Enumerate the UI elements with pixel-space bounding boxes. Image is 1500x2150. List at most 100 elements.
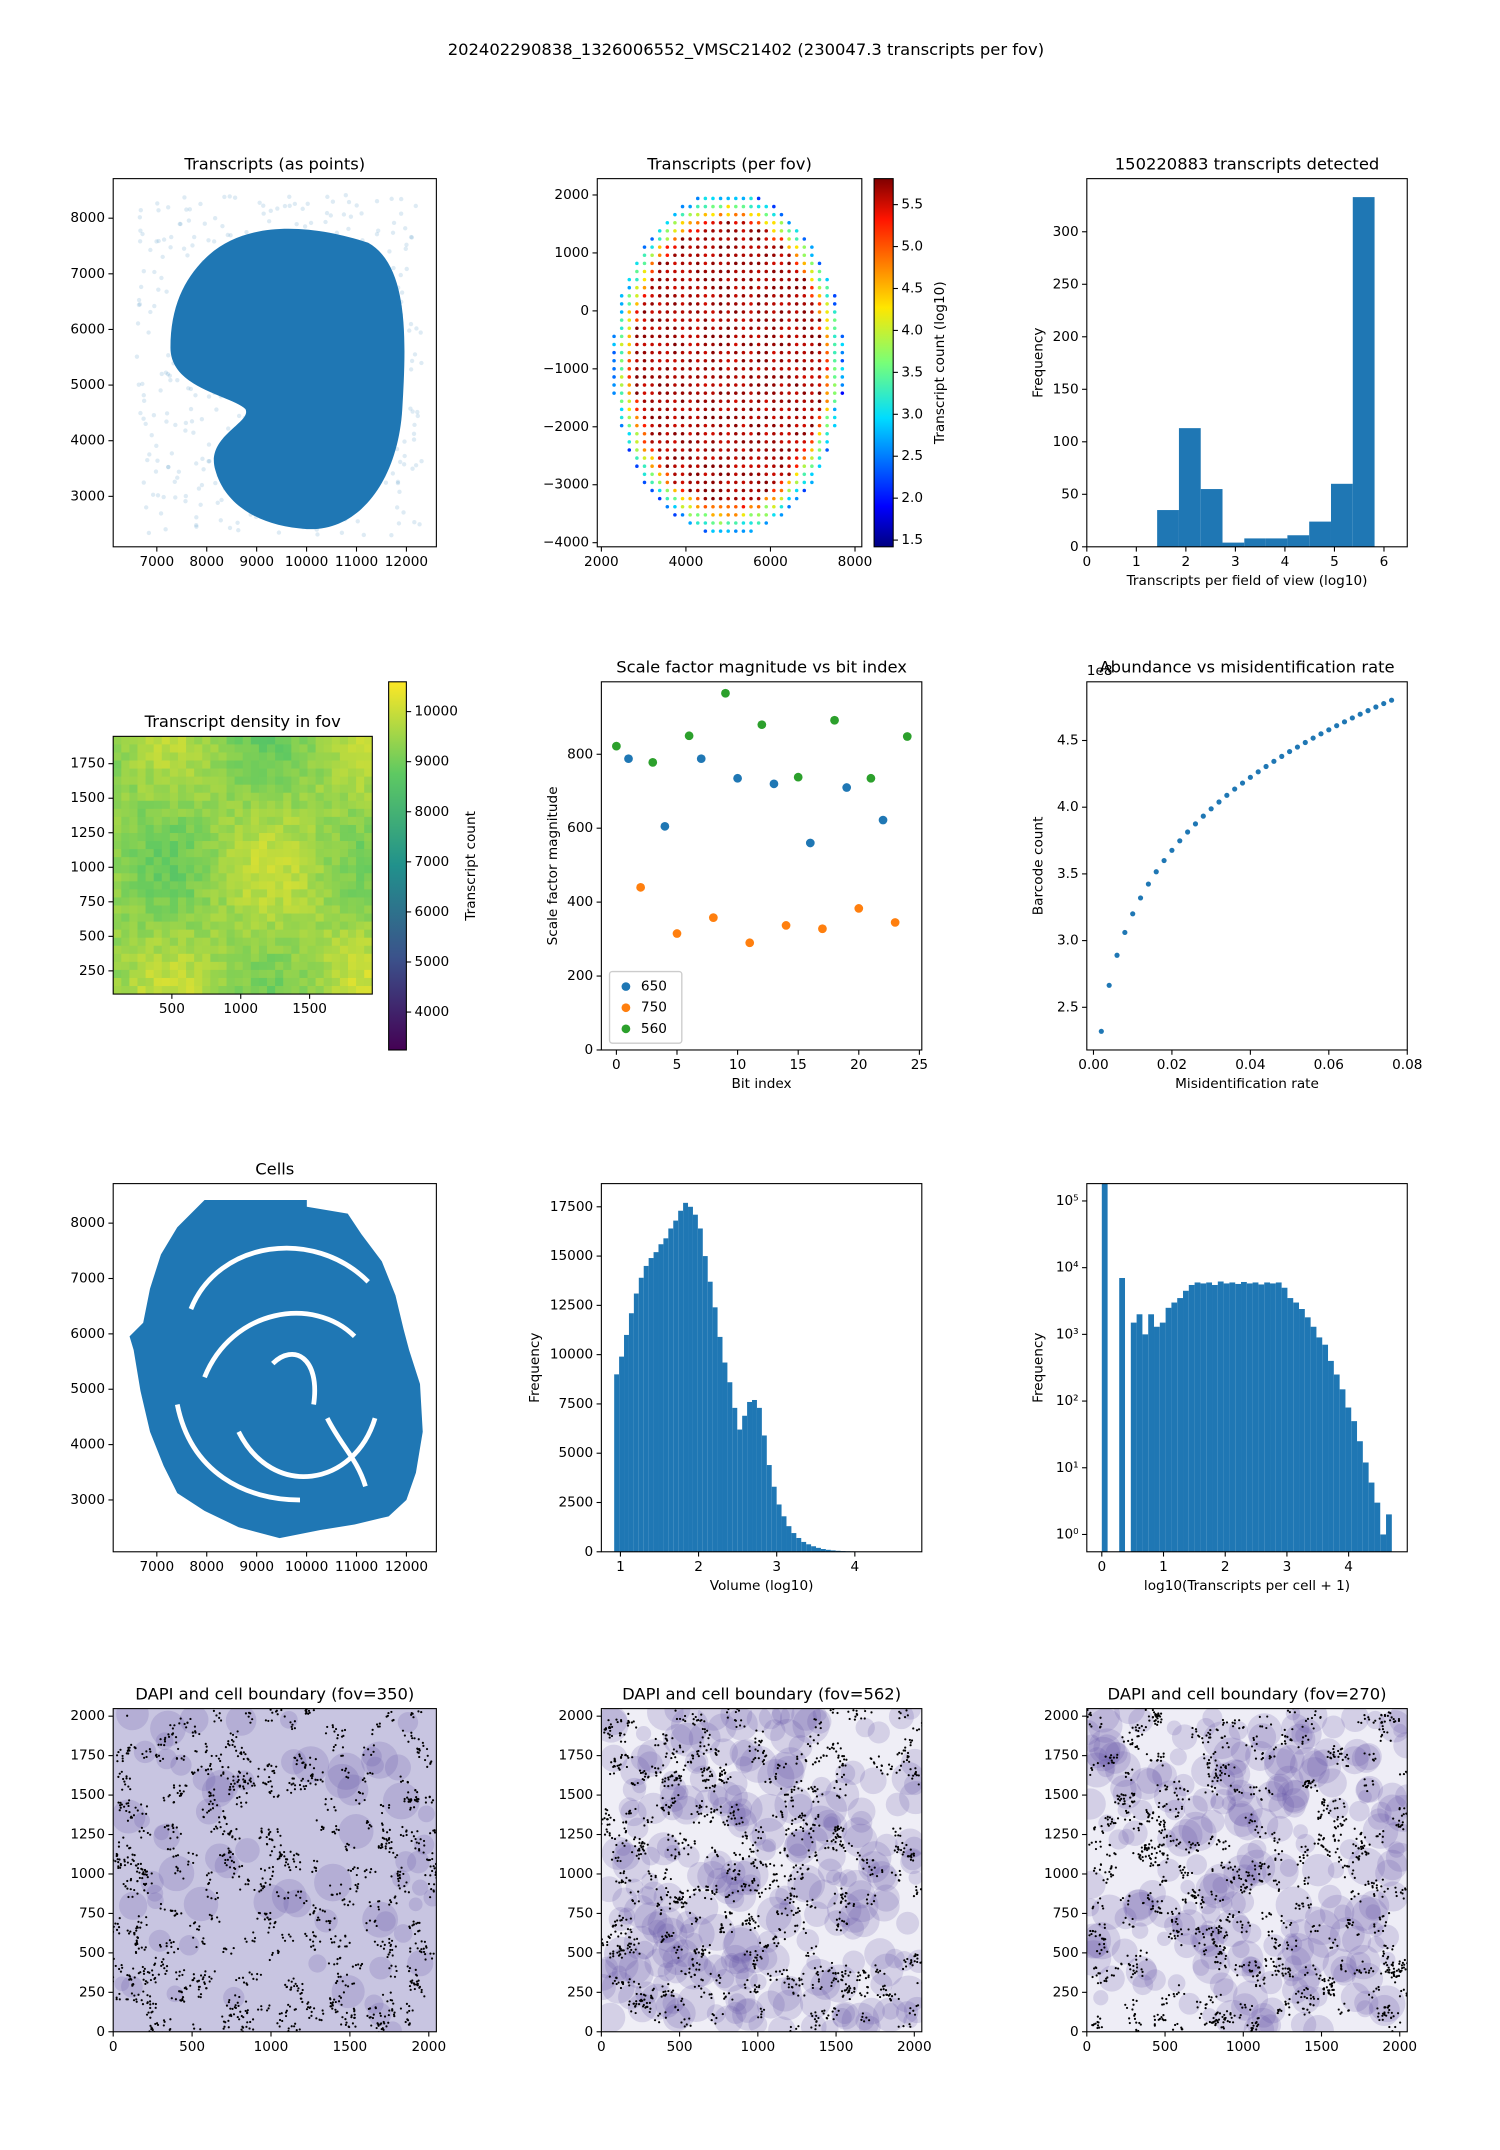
cell-boundary xyxy=(189,1924,192,1927)
nucleus xyxy=(604,1936,639,1972)
fov-point xyxy=(741,245,746,249)
density-cell xyxy=(291,953,300,963)
cell-boundary xyxy=(125,1802,128,1805)
density-cell xyxy=(226,824,236,834)
density-cell xyxy=(242,784,252,794)
fov-point xyxy=(711,318,715,322)
cell-boundary xyxy=(310,2010,313,2013)
cell-boundary xyxy=(154,2002,157,2006)
fov-point xyxy=(695,350,700,355)
cell-boundary xyxy=(223,1853,226,1856)
tissue-speckle xyxy=(391,220,397,226)
fov-point xyxy=(726,415,730,420)
density-cell xyxy=(161,953,171,963)
fov-point xyxy=(810,342,814,347)
cell-boundary xyxy=(275,1891,279,1894)
nucleus xyxy=(331,1975,365,2009)
cell-boundary xyxy=(422,1744,425,1747)
density-cell xyxy=(356,977,365,987)
tissue-speckle xyxy=(275,206,280,211)
cell-boundary xyxy=(126,1929,129,1932)
cell-boundary xyxy=(365,1929,368,1932)
cell-boundary xyxy=(163,1908,166,1911)
cell-boundary xyxy=(312,1709,315,1712)
fov-point xyxy=(673,326,677,331)
cell-boundary xyxy=(121,1759,124,1763)
fov-point xyxy=(749,480,753,485)
density-cell xyxy=(169,969,179,979)
density-cell xyxy=(299,736,308,745)
cell-boundary xyxy=(199,2028,202,2031)
cell-boundary xyxy=(894,1874,897,1877)
tissue-speckle xyxy=(147,452,152,457)
density-cell xyxy=(113,889,122,898)
tissue-speckle xyxy=(141,416,146,421)
tissue-speckle xyxy=(235,520,240,525)
fov-point xyxy=(764,504,769,509)
fov-point xyxy=(711,310,715,314)
fov-point xyxy=(749,399,753,404)
fov-point xyxy=(718,521,723,525)
density-cell xyxy=(210,776,219,786)
cell-boundary xyxy=(298,1755,301,1758)
fov-point xyxy=(688,326,692,331)
fov-point xyxy=(779,245,784,249)
fov-point xyxy=(749,383,753,387)
cell-boundary xyxy=(396,1874,400,1877)
density-cell xyxy=(356,921,365,931)
density-cell xyxy=(145,744,155,753)
cell-boundary xyxy=(272,1795,276,1798)
cell-boundary xyxy=(336,1737,339,1740)
fov-point xyxy=(695,448,700,452)
tissue-speckle xyxy=(188,386,194,392)
fov-point xyxy=(627,407,632,412)
y-tick-label: 8000 xyxy=(70,1215,105,1231)
nucleus xyxy=(664,1997,696,2029)
density-cell xyxy=(267,889,276,898)
cell-boundary xyxy=(180,1991,183,1994)
fov-point xyxy=(703,221,708,225)
fov-point xyxy=(772,464,776,468)
fov-point xyxy=(627,310,632,314)
density-cell xyxy=(145,752,155,761)
density-cell xyxy=(347,921,357,931)
cell-boundary xyxy=(417,1738,420,1741)
density-cell xyxy=(307,945,317,955)
density-cell xyxy=(258,784,268,794)
cell-boundary xyxy=(163,2020,166,2023)
cell-boundary xyxy=(164,1736,167,1739)
nucleus xyxy=(728,1952,756,1980)
cell-boundary xyxy=(368,1919,372,1922)
cell-boundary xyxy=(230,1952,233,1955)
cell-boundary xyxy=(146,1876,149,1879)
cell-boundary xyxy=(268,1837,271,1841)
fov-point xyxy=(657,415,662,420)
density-cell xyxy=(194,905,203,914)
tissue-speckle xyxy=(199,482,205,488)
nucleus xyxy=(788,1735,813,1759)
cell-boundary xyxy=(354,1963,358,1967)
cell-boundary xyxy=(163,1826,166,1829)
fov-point xyxy=(635,285,639,290)
cell-boundary xyxy=(290,1980,293,1983)
density-cell xyxy=(161,808,171,818)
density-cell xyxy=(315,977,325,987)
density-cell xyxy=(307,881,317,890)
density-cell xyxy=(194,752,203,761)
density-cell xyxy=(121,752,130,761)
density-cell xyxy=(323,921,333,931)
cell-boundary xyxy=(308,2006,311,2009)
cell-boundary xyxy=(354,2025,357,2028)
histogram-bar xyxy=(673,1220,679,1552)
fov-point xyxy=(657,431,662,436)
fov-point xyxy=(657,285,662,290)
cell-boundary xyxy=(117,1845,121,1848)
fov-point xyxy=(764,391,769,395)
nucleus xyxy=(601,1708,628,1736)
cell-boundary xyxy=(357,1963,360,1966)
x-tick-label: 500 xyxy=(179,2039,205,2055)
fov-point xyxy=(741,464,746,468)
fov-point xyxy=(612,342,616,347)
nucleus xyxy=(369,1956,393,1980)
density-cell xyxy=(347,986,357,995)
